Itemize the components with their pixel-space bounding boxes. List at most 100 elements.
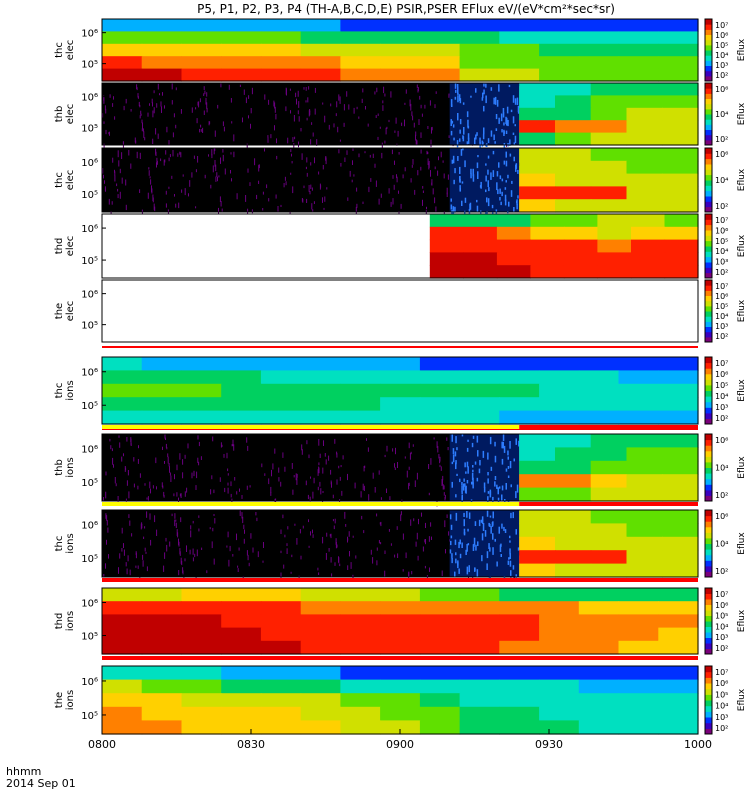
- burst-speck: [476, 435, 479, 443]
- noise-speck: [376, 560, 378, 566]
- spectrogram-cell: [260, 706, 302, 721]
- burst-speck: [461, 485, 463, 493]
- noise-speck: [175, 203, 177, 208]
- spectrogram-cell: [658, 43, 699, 57]
- noise-speck: [311, 122, 313, 125]
- y-tick-label: 10⁶: [81, 368, 98, 379]
- noise-speck: [217, 104, 219, 109]
- colorbar-cell: [705, 103, 712, 110]
- spectrogram-cell: [380, 666, 421, 681]
- noise-speck: [149, 481, 151, 489]
- spectrogram-cell: [221, 383, 262, 398]
- spectrogram-cell: [300, 666, 341, 681]
- spectrogram-cell: [597, 265, 632, 279]
- burst-speck: [504, 187, 507, 190]
- noise-speck: [426, 206, 427, 210]
- colorbar-cell: [705, 705, 712, 712]
- burst-speck: [507, 450, 509, 456]
- x-tick-label: 0930: [535, 738, 563, 751]
- noise-speck: [333, 123, 335, 128]
- burst-speck: [464, 483, 466, 487]
- noise-speck: [141, 209, 143, 216]
- spectrogram-cell: [626, 120, 663, 134]
- spectrogram-cell: [658, 706, 699, 721]
- spectrogram-cell: [260, 68, 302, 82]
- noise-speck: [355, 206, 357, 214]
- spectrogram-cell: [519, 95, 556, 109]
- spectrogram-cell: [141, 370, 182, 385]
- noise-speck: [231, 498, 233, 502]
- burst-speck: [450, 198, 452, 202]
- burst-speck: [492, 170, 495, 177]
- spectrogram-cell: [300, 410, 341, 425]
- colorbar-tick-label: 10⁵: [715, 237, 728, 246]
- spectrogram-cell: [590, 523, 628, 538]
- spectrogram-cell: [102, 410, 143, 425]
- burst-speck: [465, 549, 467, 555]
- spectrogram-cell: [590, 173, 628, 187]
- burst-speck: [452, 124, 455, 128]
- panel-label: thc: [54, 42, 65, 58]
- noise-speck: [312, 534, 314, 538]
- noise-speck: [219, 196, 221, 202]
- noise-speck: [184, 188, 186, 196]
- noise-speck: [312, 132, 314, 137]
- noise-speck: [383, 86, 385, 94]
- spectrogram-cell: [340, 693, 381, 708]
- noise-speck: [314, 87, 316, 93]
- spectrogram-cell: [658, 666, 699, 681]
- noise-speck: [280, 550, 282, 554]
- spectrogram-cell: [463, 226, 498, 241]
- noise-speck: [189, 180, 191, 187]
- spectrogram-cell: [658, 383, 699, 398]
- spectrogram-cell: [300, 720, 341, 735]
- spectrogram-cell: [662, 186, 699, 200]
- noise-speck: [318, 462, 320, 466]
- spectrogram-cell: [539, 640, 580, 655]
- burst-speck: [509, 535, 511, 539]
- burst-speck: [516, 203, 518, 210]
- noise-speck: [323, 440, 324, 446]
- noise-speck: [396, 176, 398, 183]
- colorbar-cell: [705, 39, 712, 46]
- noise-speck: [201, 547, 203, 550]
- burst-speck: [477, 171, 479, 179]
- noise-speck: [244, 529, 245, 534]
- noise-speck: [109, 131, 110, 136]
- noise-speck: [296, 538, 298, 545]
- noise-speck: [332, 494, 334, 499]
- spectrogram-cell: [260, 31, 302, 45]
- colorbar-cell: [705, 174, 712, 181]
- noise-speck: [170, 475, 172, 482]
- burst-speck: [461, 542, 463, 548]
- colorbar-cell: [705, 158, 712, 165]
- noise-speck: [241, 512, 243, 519]
- burst-speck: [487, 496, 489, 502]
- colorbar-cell: [705, 70, 712, 77]
- burst-speck: [504, 529, 507, 533]
- noise-speck: [361, 515, 363, 520]
- noise-speck: [227, 482, 229, 486]
- noise-speck: [324, 453, 326, 457]
- noise-speck: [384, 140, 386, 144]
- spectrogram-cell: [380, 720, 421, 735]
- noise-speck: [152, 138, 154, 144]
- burst-speck: [486, 510, 489, 517]
- noise-speck: [285, 106, 287, 112]
- spectrogram-cell: [102, 588, 143, 602]
- noise-speck: [310, 476, 311, 479]
- noise-speck: [444, 520, 446, 528]
- colorbar-cell: [705, 484, 712, 491]
- burst-speck: [487, 452, 489, 460]
- noise-speck: [213, 558, 215, 565]
- burst-speck: [504, 499, 506, 505]
- spectrogram-cell: [519, 148, 556, 162]
- burst-speck: [503, 131, 505, 134]
- burst-speck: [476, 162, 479, 169]
- burst-speck: [512, 132, 515, 135]
- colorbar-tick-label: 10⁴: [715, 51, 728, 60]
- noise-speck: [325, 553, 327, 560]
- noise-speck: [290, 110, 291, 114]
- spectrogram-cell: [221, 43, 262, 57]
- noise-speck: [141, 128, 143, 132]
